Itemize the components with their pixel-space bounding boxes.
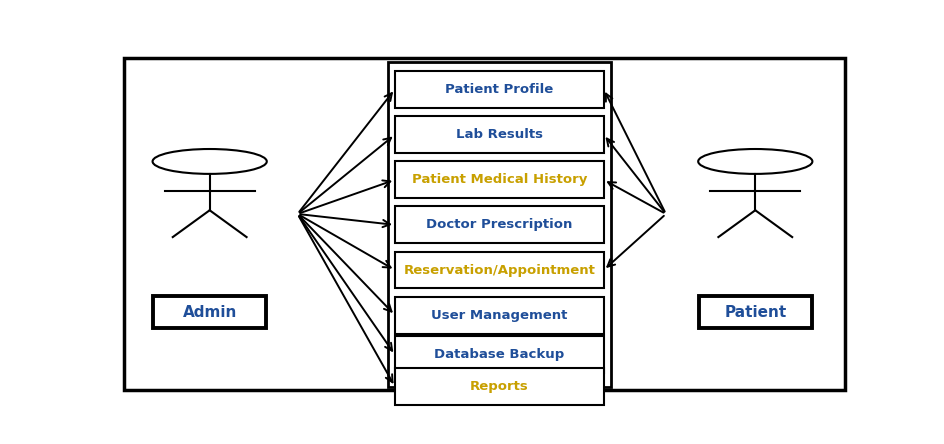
Bar [395, 337, 603, 373]
Text: User Management: User Management [430, 309, 567, 321]
Bar [387, 62, 611, 387]
Text: Admin: Admin [182, 305, 237, 320]
Text: Patient: Patient [723, 305, 785, 320]
Bar [395, 368, 603, 405]
Bar [395, 297, 603, 333]
Text: Lab Results: Lab Results [455, 128, 542, 141]
Text: Reports: Reports [469, 380, 528, 393]
Text: Doctor Prescription: Doctor Prescription [426, 218, 572, 231]
Text: Reservation/Appointment: Reservation/Appointment [403, 264, 595, 277]
Ellipse shape [152, 149, 266, 174]
Text: Patient Medical History: Patient Medical History [412, 173, 586, 186]
Bar [153, 296, 266, 329]
Bar [395, 116, 603, 153]
Ellipse shape [698, 149, 812, 174]
Bar [395, 252, 603, 289]
Bar [698, 296, 811, 329]
Text: Database Backup: Database Backup [433, 349, 564, 361]
Text: Patient Profile: Patient Profile [445, 83, 553, 95]
Bar [395, 206, 603, 243]
Bar [395, 161, 603, 198]
Bar [395, 71, 603, 107]
